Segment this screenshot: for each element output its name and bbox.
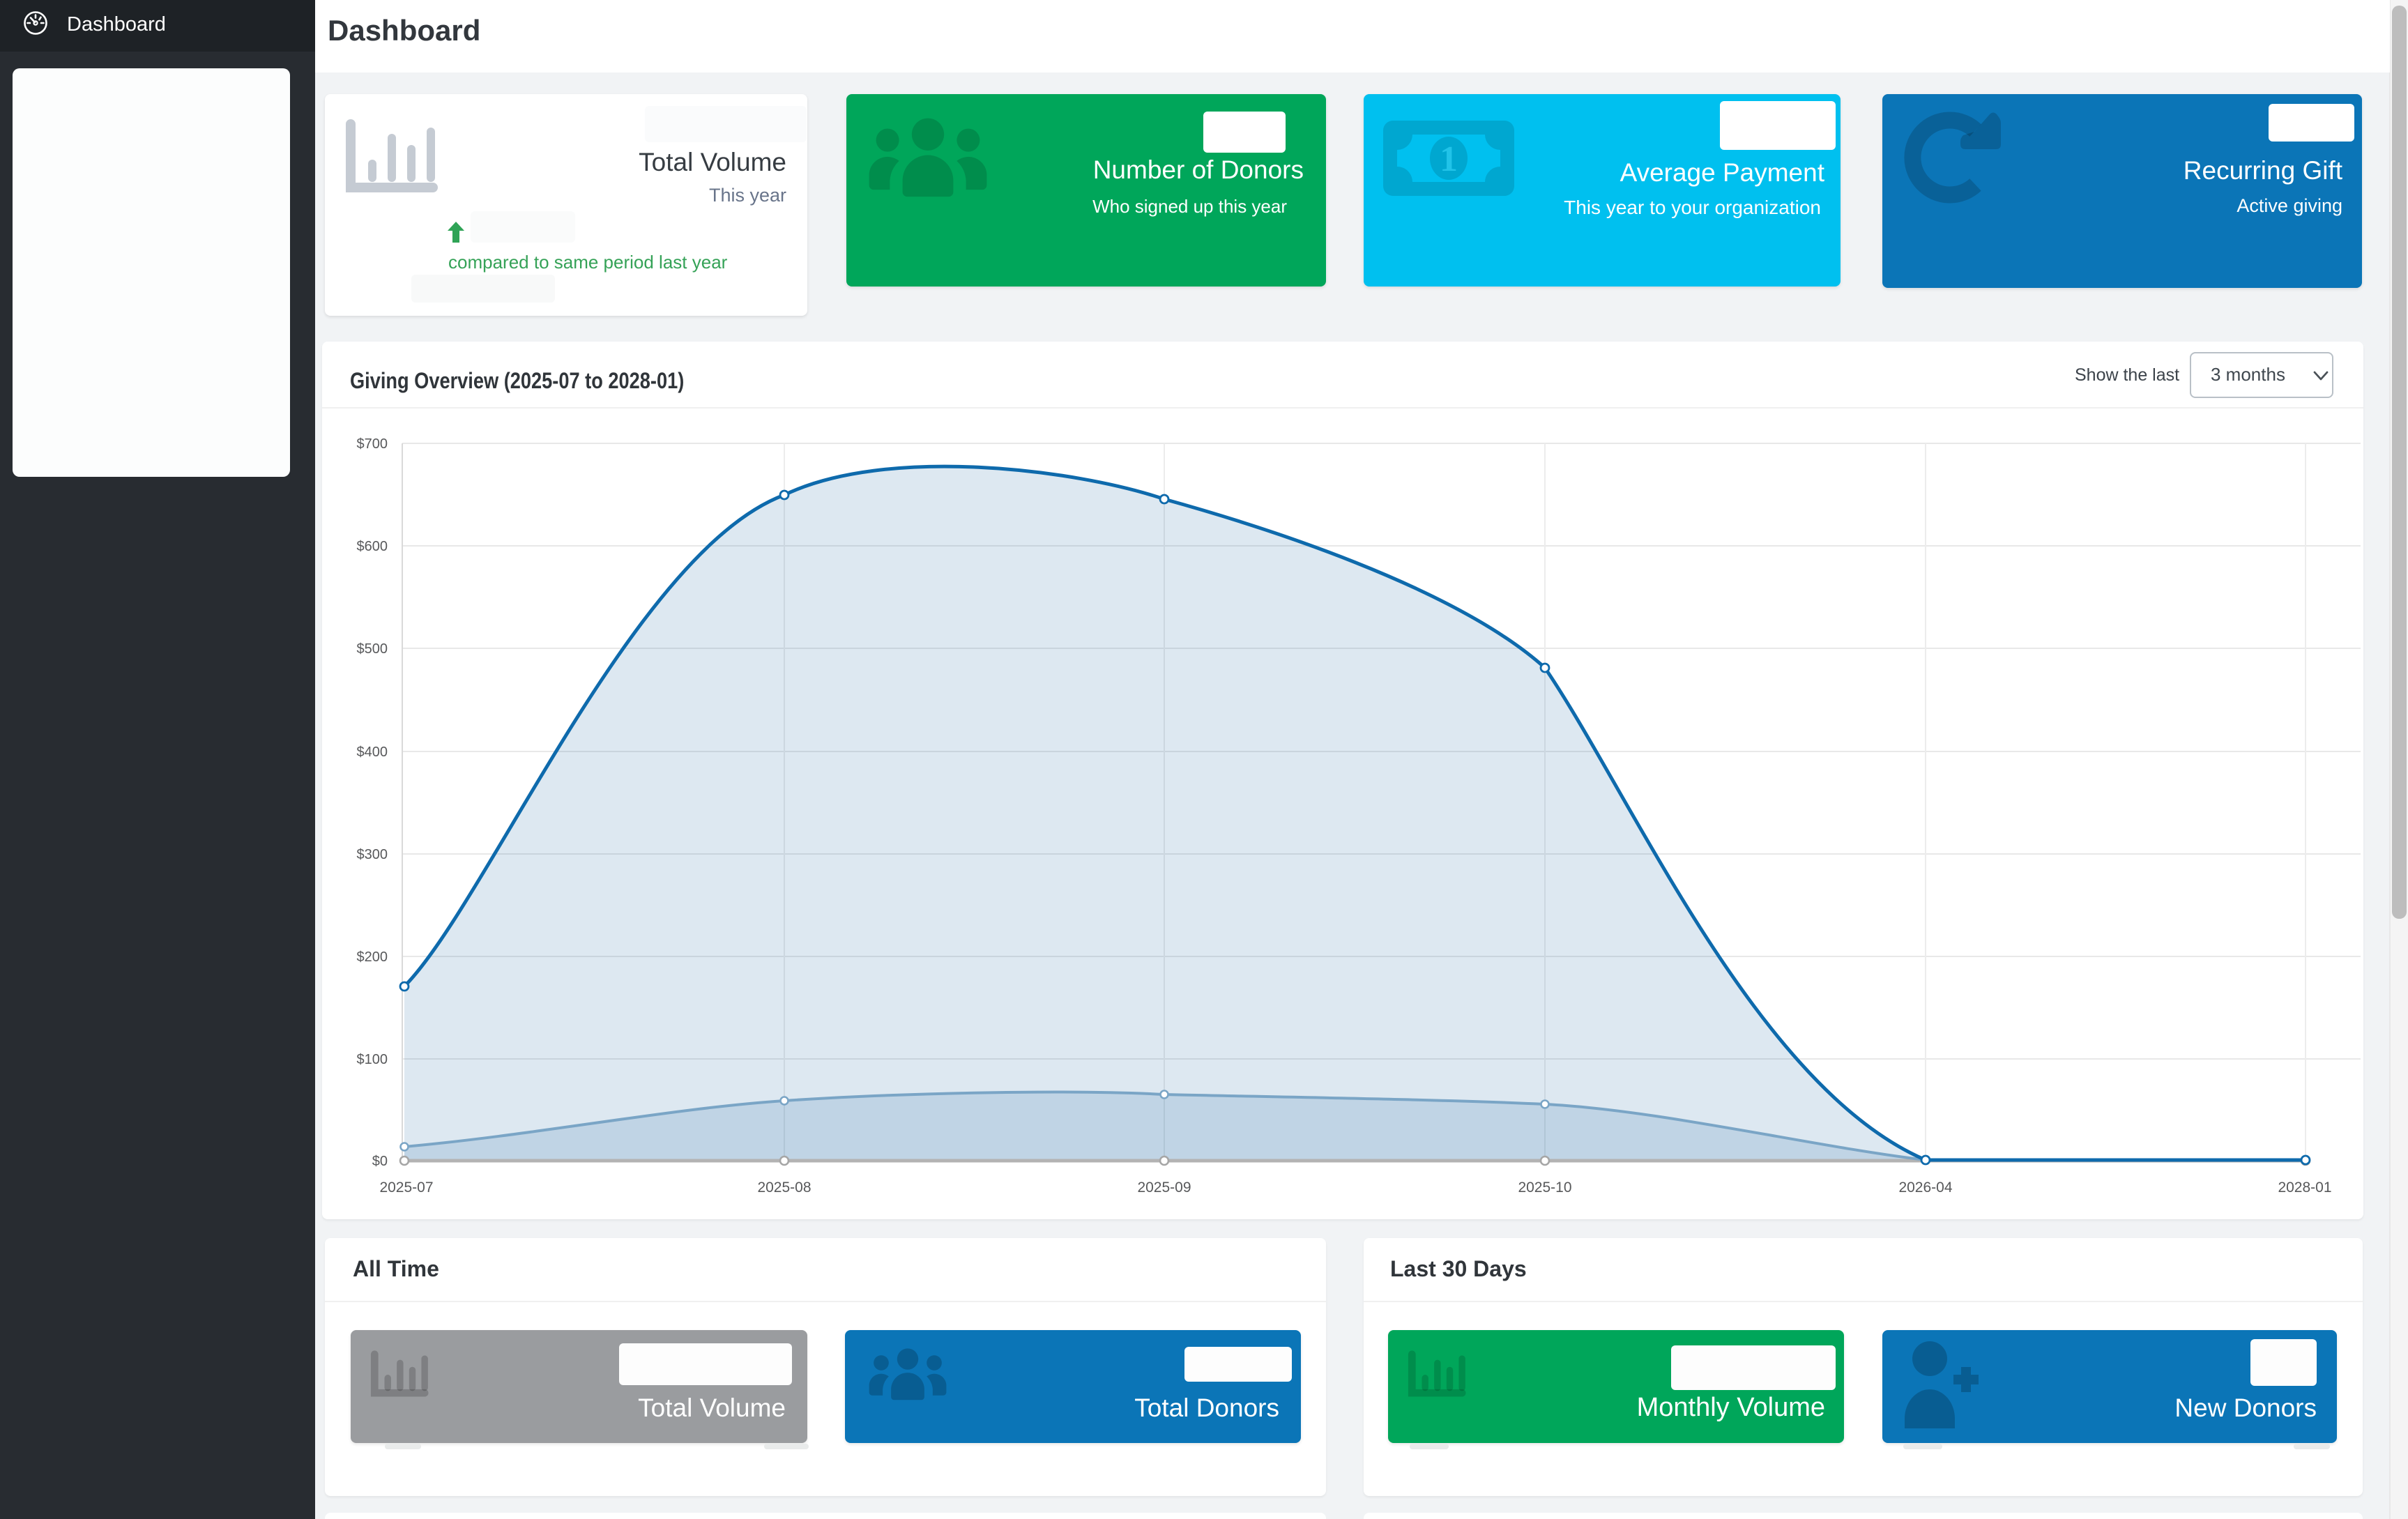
svg-text:$400: $400 bbox=[357, 745, 388, 760]
svg-text:2025-08: 2025-08 bbox=[757, 1180, 811, 1196]
svg-text:2025-07: 2025-07 bbox=[379, 1180, 433, 1196]
svg-text:2028-01: 2028-01 bbox=[2278, 1180, 2331, 1196]
svg-text:2025-09: 2025-09 bbox=[1137, 1180, 1191, 1196]
svg-text:2026-04: 2026-04 bbox=[1898, 1180, 1952, 1196]
svg-text:$500: $500 bbox=[357, 641, 388, 657]
svg-text:2025-10: 2025-10 bbox=[1518, 1180, 1571, 1196]
svg-text:$200: $200 bbox=[357, 949, 388, 965]
svg-text:1: 1 bbox=[1440, 139, 1458, 179]
svg-text:$300: $300 bbox=[357, 847, 388, 862]
svg-text:$700: $700 bbox=[357, 436, 388, 452]
svg-text:$0: $0 bbox=[372, 1154, 388, 1169]
svg-text:$100: $100 bbox=[357, 1052, 388, 1067]
svg-text:$600: $600 bbox=[357, 539, 388, 554]
